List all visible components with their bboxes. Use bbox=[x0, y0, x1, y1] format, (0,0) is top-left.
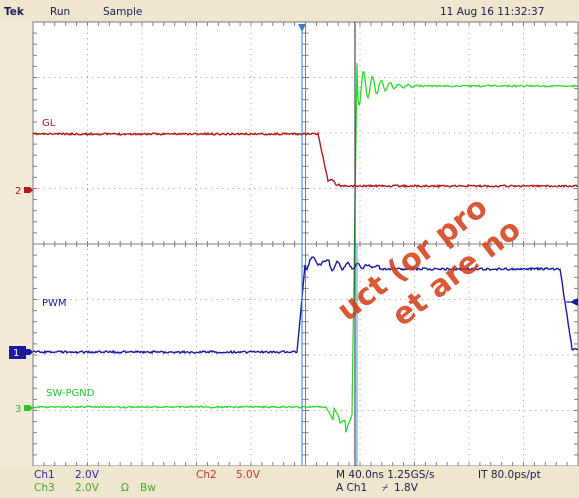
ch1-marker-number: 1 bbox=[13, 348, 19, 359]
ch2-marker-number: 2 bbox=[15, 186, 21, 197]
ch3-scale[interactable]: 2.0V bbox=[75, 482, 99, 494]
ch1-scale[interactable]: 2.0V bbox=[75, 469, 99, 481]
ch1-name[interactable]: Ch1 bbox=[34, 469, 55, 481]
ch2-label: GL bbox=[42, 118, 56, 129]
trigger-position-marker[interactable] bbox=[298, 24, 306, 32]
ch3-waveform bbox=[32, 63, 579, 433]
settings-readout-bar: Ch1 2.0V Ch2 5.0V Ch3 2.0V Ω Bw M 40.0ns… bbox=[0, 466, 579, 498]
ch3-ground-marker[interactable]: 3 bbox=[15, 404, 33, 415]
ch2-marker-arrow-icon bbox=[24, 187, 33, 193]
ch1-ground-marker[interactable]: 1 bbox=[9, 346, 33, 359]
datetime: 11 Aug 16 11:32:37 bbox=[440, 6, 545, 18]
ch3-name[interactable]: Ch3 bbox=[34, 482, 55, 494]
ch2-ground-marker[interactable]: 2 bbox=[15, 186, 33, 197]
ch2-scale[interactable]: 5.0V bbox=[236, 469, 260, 481]
graticule-grid bbox=[32, 21, 579, 467]
acquisition-mode[interactable]: Sample bbox=[103, 6, 143, 18]
timebase-readout[interactable]: M 40.0ns 1.25GS/s bbox=[336, 469, 435, 481]
ch2-waveform bbox=[32, 131, 579, 189]
ch1-marker-arrow-icon bbox=[26, 349, 33, 355]
ch3-bandwidth-limit: Bw bbox=[140, 482, 156, 494]
brand-label: Tek bbox=[4, 6, 24, 18]
record-resolution: IT 80.0ps/pt bbox=[478, 469, 541, 481]
ch1-label: PWM bbox=[42, 298, 67, 309]
run-state[interactable]: Run bbox=[50, 6, 71, 18]
ch3-coupling-icon: Ω bbox=[121, 482, 130, 494]
trigger-source[interactable]: A Ch1 bbox=[336, 482, 368, 494]
trigger-level[interactable]: 1.8V bbox=[394, 482, 418, 494]
trigger-slope-icon: ⌿ bbox=[382, 482, 389, 494]
ch3-label: SW-PGND bbox=[46, 388, 95, 399]
status-bar: Tek Run Sample 11 Aug 16 11:32:37 bbox=[0, 0, 579, 22]
ch3-marker-number: 3 bbox=[15, 404, 21, 415]
ch1-waveform bbox=[32, 256, 579, 355]
ch2-name[interactable]: Ch2 bbox=[196, 469, 217, 481]
ch1-marker-box bbox=[9, 346, 26, 359]
trigger-level-marker[interactable] bbox=[566, 298, 578, 306]
ch3-marker-arrow-icon bbox=[24, 405, 33, 411]
